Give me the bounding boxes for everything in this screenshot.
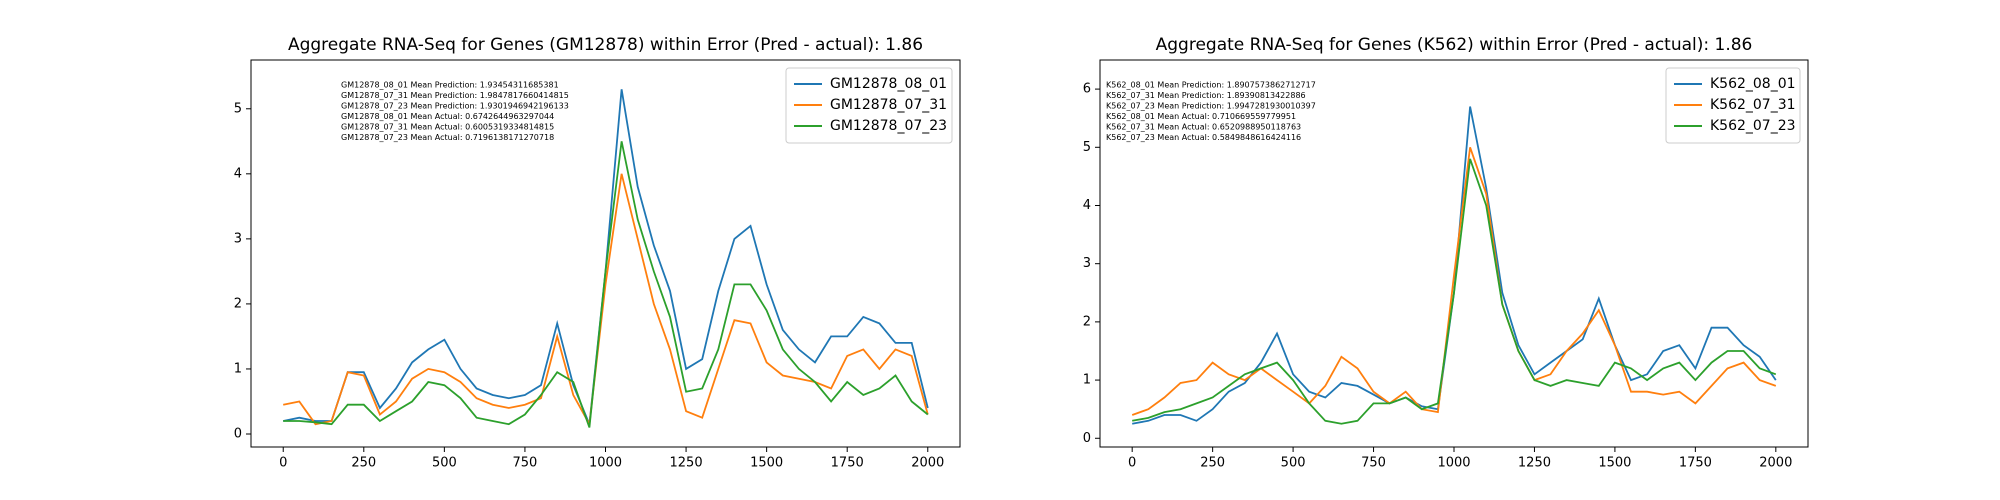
y-tick-label: 2 — [234, 296, 242, 311]
line-series — [1132, 106, 1777, 425]
annotation: K562_08_01 Mean Prediction: 1.8907573862… — [1106, 81, 1316, 90]
annotation: K562_07_23 Mean Prediction: 1.9947281930… — [1106, 102, 1316, 111]
subplot: Aggregate RNA-Seq for Genes (GM12878) wi… — [234, 35, 961, 471]
line-series — [283, 173, 929, 428]
legend-label: GM12878_07_23 — [830, 118, 947, 134]
annotation: GM12878_08_01 Mean Prediction: 1.9345431… — [341, 81, 559, 90]
x-tick-label: 1750 — [831, 456, 864, 471]
y-tick-label: 5 — [1083, 140, 1091, 155]
x-tick-label: 500 — [1281, 456, 1306, 471]
y-tick-label: 1 — [1083, 373, 1091, 388]
x-tick-label: 1500 — [1598, 456, 1631, 471]
legend-label: GM12878_07_31 — [830, 97, 947, 113]
x-tick-label: 0 — [279, 456, 287, 471]
axes-frame — [1099, 59, 1809, 448]
x-tick-label: 750 — [1361, 456, 1386, 471]
x-tick-label: 1000 — [1437, 456, 1470, 471]
x-tick-label: 1000 — [589, 456, 622, 471]
y-tick-label: 3 — [1083, 256, 1091, 271]
x-tick-label: 250 — [1200, 456, 1225, 471]
x-tick-label: 0 — [1128, 456, 1136, 471]
x-tick-label: 1250 — [670, 456, 703, 471]
legend-box — [785, 67, 953, 144]
legend-label: K562_08_01 — [1710, 76, 1796, 92]
axes-frame — [250, 59, 961, 448]
annotation: GM12878_07_31 Mean Actual: 0.60053193348… — [341, 123, 554, 132]
x-tick-label: 2000 — [1759, 456, 1792, 471]
y-tick-label: 3 — [234, 231, 242, 246]
chart-title: Aggregate RNA-Seq for Genes (K562) withi… — [1156, 35, 1753, 55]
y-tick-label: 6 — [1083, 82, 1091, 97]
y-tick-label: 5 — [234, 101, 242, 116]
y-tick-label: 1 — [234, 361, 242, 376]
line-series — [1132, 158, 1777, 425]
legend-label: K562_07_23 — [1710, 118, 1796, 134]
x-tick-label: 500 — [432, 456, 457, 471]
annotation: K562_07_31 Mean Actual: 0.65209889501187… — [1106, 123, 1301, 132]
x-tick-label: 750 — [513, 456, 538, 471]
y-tick-label: 0 — [1083, 431, 1091, 446]
y-tick-label: 4 — [234, 166, 242, 181]
subplot: Aggregate RNA-Seq for Genes (K562) withi… — [1083, 35, 1809, 471]
chart-title: Aggregate RNA-Seq for Genes (GM12878) wi… — [288, 35, 923, 55]
y-tick-label: 2 — [1083, 314, 1091, 329]
x-tick-label: 1250 — [1518, 456, 1551, 471]
annotation: GM12878_08_01 Mean Actual: 0.67426449632… — [341, 112, 554, 121]
annotation: GM12878_07_31 Mean Prediction: 1.9847817… — [341, 91, 569, 100]
legend-label: GM12878_08_01 — [830, 76, 947, 92]
annotation: K562_08_01 Mean Actual: 0.71066955977995… — [1106, 112, 1296, 121]
line-series — [283, 141, 929, 428]
x-tick-label: 1500 — [750, 456, 783, 471]
annotation: GM12878_07_23 Mean Actual: 0.71961381712… — [341, 133, 554, 142]
y-tick-label: 0 — [234, 426, 242, 441]
legend-box — [1665, 67, 1801, 144]
x-tick-label: 2000 — [911, 456, 944, 471]
annotation: GM12878_07_23 Mean Prediction: 1.9301946… — [341, 102, 569, 111]
annotation: K562_07_23 Mean Actual: 0.58498486164241… — [1106, 133, 1301, 142]
x-tick-label: 250 — [351, 456, 376, 471]
annotation: K562_07_31 Mean Prediction: 1.8939081342… — [1106, 91, 1306, 100]
legend-label: K562_07_31 — [1710, 97, 1796, 113]
x-tick-label: 1750 — [1679, 456, 1712, 471]
line-series — [1131, 147, 1777, 416]
y-tick-label: 4 — [1083, 198, 1091, 213]
